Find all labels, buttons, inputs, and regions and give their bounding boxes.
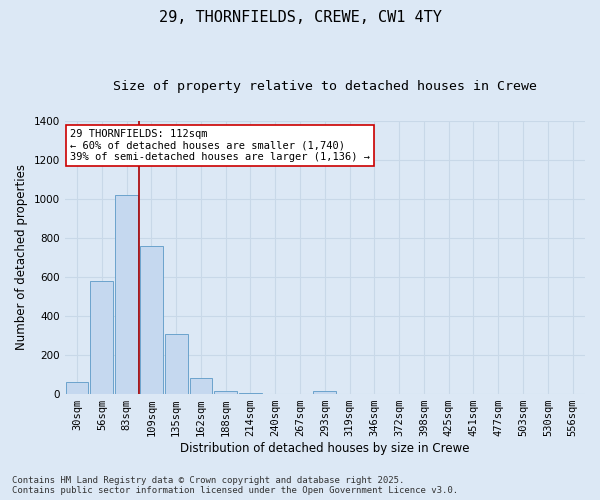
- Bar: [190, 378, 212, 394]
- Bar: [214, 391, 237, 394]
- Y-axis label: Number of detached properties: Number of detached properties: [15, 164, 28, 350]
- Text: 29, THORNFIELDS, CREWE, CW1 4TY: 29, THORNFIELDS, CREWE, CW1 4TY: [158, 10, 442, 25]
- Text: Contains HM Land Registry data © Crown copyright and database right 2025.
Contai: Contains HM Land Registry data © Crown c…: [12, 476, 458, 495]
- Bar: [239, 393, 262, 394]
- Bar: [313, 391, 336, 394]
- X-axis label: Distribution of detached houses by size in Crewe: Distribution of detached houses by size …: [180, 442, 470, 455]
- Bar: [165, 334, 188, 394]
- Bar: [91, 281, 113, 394]
- Bar: [65, 382, 88, 394]
- Title: Size of property relative to detached houses in Crewe: Size of property relative to detached ho…: [113, 80, 537, 93]
- Bar: [115, 195, 138, 394]
- Bar: [140, 246, 163, 394]
- Text: 29 THORNFIELDS: 112sqm
← 60% of detached houses are smaller (1,740)
39% of semi-: 29 THORNFIELDS: 112sqm ← 60% of detached…: [70, 129, 370, 162]
